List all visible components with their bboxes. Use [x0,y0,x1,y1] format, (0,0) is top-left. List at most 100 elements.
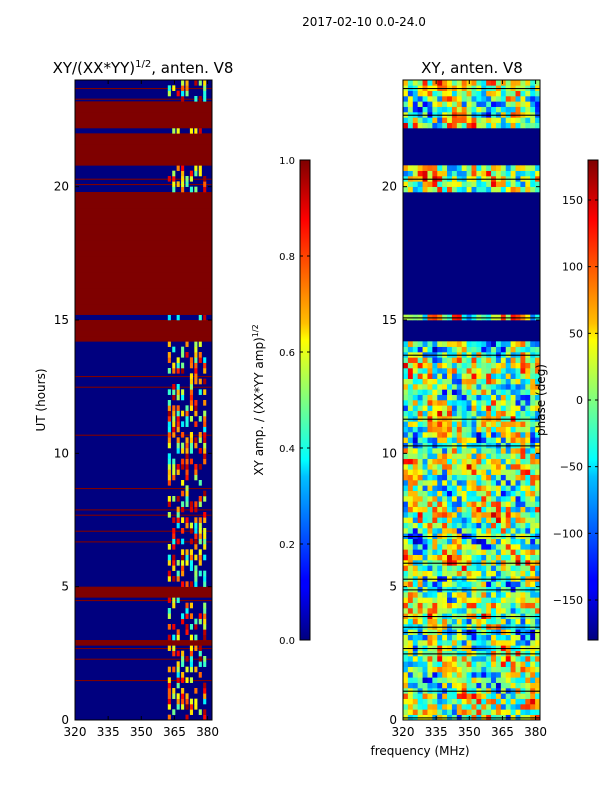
phase-cell [407,469,414,475]
phase-cell [456,186,463,193]
phase-cell [427,581,433,587]
phase-cell [481,122,487,129]
amplitude-cell [176,314,180,321]
phase-cell [461,570,467,577]
phase-cell [451,602,458,609]
phase-cell [525,181,531,187]
phase-cell [461,581,467,587]
phase-cell [456,480,463,486]
phase-cell [515,378,521,385]
phase-cell [412,432,418,438]
phase-cell [427,485,433,491]
phase-cell [486,661,492,667]
phase-cell [407,549,414,555]
phase-cell [451,368,458,374]
amplitude-saturated-row [75,112,212,118]
phase-cell [505,506,511,513]
phase-cell [476,608,482,614]
amplitude-cell [181,394,185,401]
phase-cell [520,106,526,113]
phase-cell [510,693,516,699]
phase-cell [476,341,482,347]
amplitude-cell [172,533,176,539]
amplitude-y-tick-label: 15 [54,313,69,327]
phase-cell [495,618,502,625]
amplitude-cell [176,506,180,513]
phase-cell [417,618,423,625]
phase-cell [505,597,511,603]
phase-cell [495,389,502,395]
phase-cell [491,378,497,385]
phase-cell [427,122,433,129]
amplitude-cell [203,533,207,539]
amplitude-cell [198,650,202,657]
phase-cell [500,122,507,129]
frequency-axis-label: frequency (MHz) [370,744,469,758]
phase-cell [500,490,507,497]
phase-cell [403,80,409,86]
phase-cell [432,165,438,171]
phase-cell [403,592,409,598]
phase-cell [495,378,502,385]
amplitude-cell [198,464,202,470]
amplitude-cell [203,421,207,427]
phase-cell [427,512,433,518]
phase-cell [486,122,492,129]
phase-cell [451,485,458,491]
amplitude-cell [194,688,198,694]
phase-cell [447,410,453,417]
phase-cell [481,464,487,470]
phase-cell [432,421,438,427]
phase-cell [525,565,531,571]
phase-cell [461,378,467,385]
phase-cell [466,608,472,614]
phase-cell [461,656,467,662]
phase-cell [520,170,526,177]
phase-cell [525,464,531,470]
phase-cell [525,405,531,411]
phase-cell [442,101,448,107]
amplitude-cell [185,437,189,443]
phase-cell [515,538,521,545]
amplitude-cell [167,560,171,566]
phase-cell [486,341,492,347]
phase-cell [456,544,463,550]
phase-cell [417,400,423,406]
phase-cell [471,496,477,502]
amplitude-cell [176,672,180,678]
phase-cell [520,682,526,689]
phase-cell [407,677,414,683]
phase-cell [422,96,428,102]
phase-cell [407,538,414,545]
phase-cell [412,672,418,678]
phase-cell [456,608,463,614]
phase-cell [417,597,423,603]
amplitude-cell [203,490,207,497]
phase-cell [427,464,433,470]
phase-cell [491,368,497,374]
phase-cell [432,506,438,513]
phase-cell [530,554,536,561]
phase-cell [437,437,443,443]
amplitude-cell [167,314,171,321]
phase-cell [403,405,409,411]
phase-cell [456,405,463,411]
phase-cell [417,448,423,454]
phase-cell [412,709,418,715]
phase-cell [442,405,448,411]
phase-cell [491,554,497,561]
phase-cell [417,501,423,507]
phase-cell [407,709,414,715]
phase-cell [525,362,531,369]
phase-cell [461,517,467,523]
phase-cell [417,581,423,587]
phase-cell [491,608,497,614]
phase-cell [442,538,448,545]
phase-cell [427,618,433,625]
phase-cell [412,581,418,587]
phase-cell [520,672,526,678]
phase-cell [461,618,467,625]
phase-cell [427,661,433,667]
phase-cell [432,341,438,347]
phase-cell [520,666,526,673]
